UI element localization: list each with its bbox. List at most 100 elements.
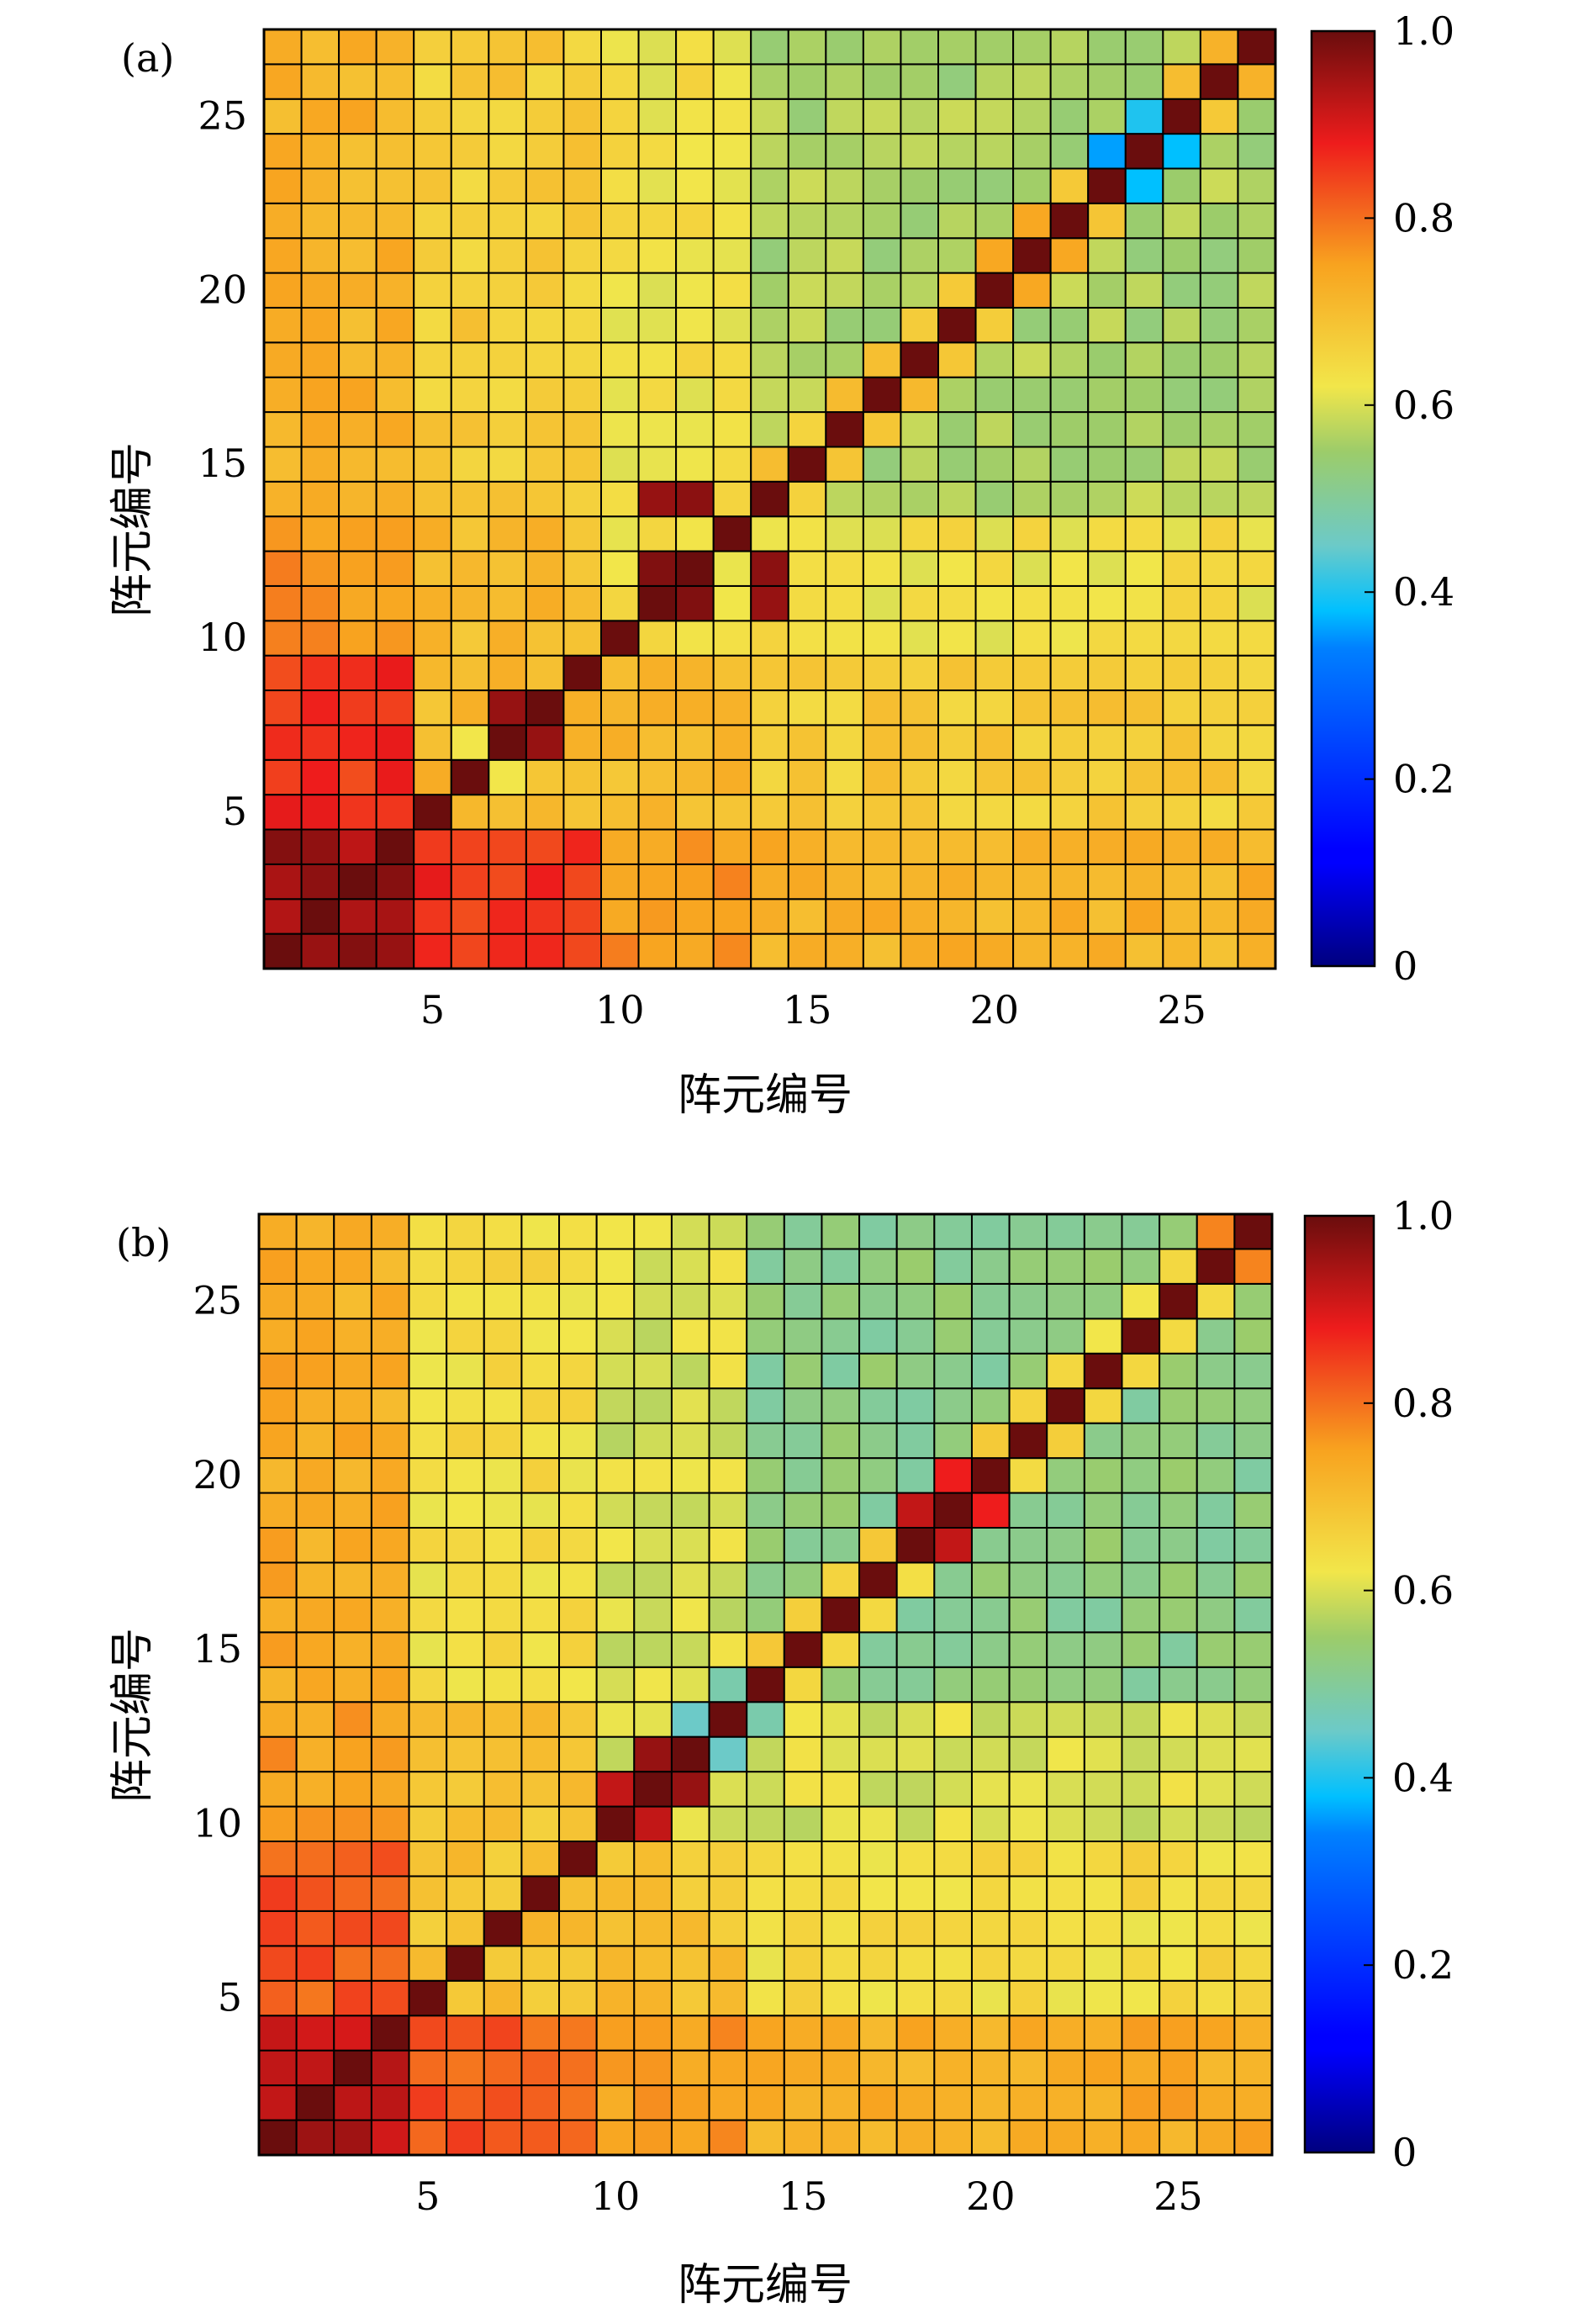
heatmap-cell [1233,1875,1273,1912]
heatmap-cell [1199,29,1239,66]
heatmap-cell [970,2084,1011,2121]
heatmap-cell [1121,1561,1161,1598]
heatmap-cell [520,1735,561,1773]
heatmap-cell [1087,306,1127,344]
heatmap-cell [633,1457,673,1494]
heatmap-cell [1046,1771,1085,1808]
heatmap-cell [338,758,377,796]
heatmap-cell [446,1561,485,1598]
heatmap-cell [1049,202,1090,240]
heatmap-cell [970,1805,1011,1843]
heatmap-cell [1233,1979,1273,2017]
heatmap-cell [525,794,565,831]
heatmap-cell [520,2119,561,2157]
heatmap-cell [333,1596,372,1634]
heatmap-cell [595,1352,636,1390]
heatmap-cell [520,1841,561,1878]
heatmap-cell [1199,550,1239,587]
heatmap-cell [1124,376,1164,414]
heatmap-cell [595,1282,636,1320]
heatmap-cell [1124,202,1164,240]
heatmap-cell [295,1596,335,1634]
heatmap-cell [637,446,678,483]
heatmap-cell [408,1492,448,1529]
heatmap-cell [821,1457,861,1494]
heatmap-cell [333,1457,372,1494]
heatmap-cell [746,1492,785,1529]
heatmap-cell [712,167,752,204]
heatmap-cell [525,376,565,414]
heatmap-cell [746,1282,785,1320]
heatmap-cell [295,1979,335,2017]
heatmap-cell [1159,2119,1198,2157]
heatmap-cell [970,1875,1011,1912]
heatmap-cell [675,584,715,622]
heatmap-cell [900,272,939,309]
heatmap-cell [1008,1979,1048,2017]
heatmap-cell [633,1945,673,1982]
heatmap-cell [895,2084,936,2121]
heatmap-cell [1159,1771,1198,1808]
heatmap-cell [483,2015,523,2052]
heatmap-cell [1049,828,1090,865]
heatmap-cell [1162,167,1201,204]
heatmap-cell [1196,1701,1236,1738]
heatmap-cell [750,794,789,831]
heatmap-cell [483,1841,523,1878]
heatmap-cell [900,515,939,552]
heatmap-cell [1083,1561,1123,1598]
heatmap-cell [1199,133,1239,170]
heatmap-cell [1162,724,1201,761]
heatmap-cell [900,724,939,761]
heatmap-cell [933,1387,973,1424]
heatmap-cell [1233,1213,1273,1250]
heatmap-cell [1233,1805,1273,1843]
x-tick-label: 5 [420,987,445,1033]
colorbar-tick-label: 0.6 [1392,1568,1454,1614]
heatmap-cell [483,1701,523,1738]
heatmap-cell [1049,758,1090,796]
heatmap-cell [300,29,340,66]
heatmap-cell [1162,932,1201,970]
heatmap-cell [821,1248,861,1285]
heatmap-cell [858,2049,898,2087]
heatmap-cell [483,1875,523,1912]
heatmap-cell [558,1422,598,1460]
heatmap-cell [450,584,490,622]
heatmap-cell [258,1979,298,2017]
heatmap-cell [483,1666,523,1703]
heatmap-cell [633,1282,673,1320]
heatmap-cell [862,515,902,552]
heatmap-cell [520,1771,561,1808]
heatmap-cell [1124,167,1164,204]
heatmap-cell [375,446,415,483]
heatmap-cell [1049,167,1090,204]
heatmap-cell [1159,1422,1198,1460]
heatmap-cell [295,1631,335,1668]
heatmap-cell [746,1631,785,1668]
colorbar-tick-label: 0.6 [1393,383,1454,428]
heatmap-cell [633,2119,673,2157]
heatmap-cell [637,550,678,587]
heatmap-cell [974,341,1015,378]
heatmap-cell [595,1631,636,1668]
heatmap-cell [895,1492,936,1529]
heatmap-cell [446,1875,485,1912]
heatmap-cell [1196,1631,1236,1668]
heatmap-cell [520,2049,561,2087]
heatmap-cell [825,133,864,170]
heatmap-cell [895,1213,936,1250]
heatmap-cell [974,689,1015,726]
heatmap-cell [408,1805,448,1843]
heatmap-cell [900,29,939,66]
heatmap-cell [825,167,864,204]
heatmap-cell [825,237,864,274]
heatmap-cell [1008,1909,1048,1947]
heatmap-cell [821,1318,861,1355]
heatmap-cell [370,1771,410,1808]
heatmap-cell [488,411,527,448]
heatmap-cell [370,1805,410,1843]
heatmap-cell [933,1213,973,1250]
heatmap-cell [933,2084,973,2121]
